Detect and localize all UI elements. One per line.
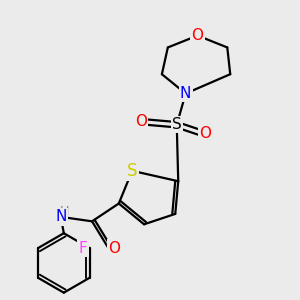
Text: H: H — [60, 205, 69, 218]
Text: N: N — [55, 209, 67, 224]
Text: N: N — [180, 86, 191, 101]
Text: F: F — [79, 241, 87, 256]
Text: S: S — [172, 117, 182, 132]
Text: S: S — [127, 162, 137, 180]
Text: O: O — [108, 241, 120, 256]
Text: O: O — [192, 28, 204, 43]
Text: O: O — [199, 126, 211, 141]
Text: O: O — [135, 114, 147, 129]
